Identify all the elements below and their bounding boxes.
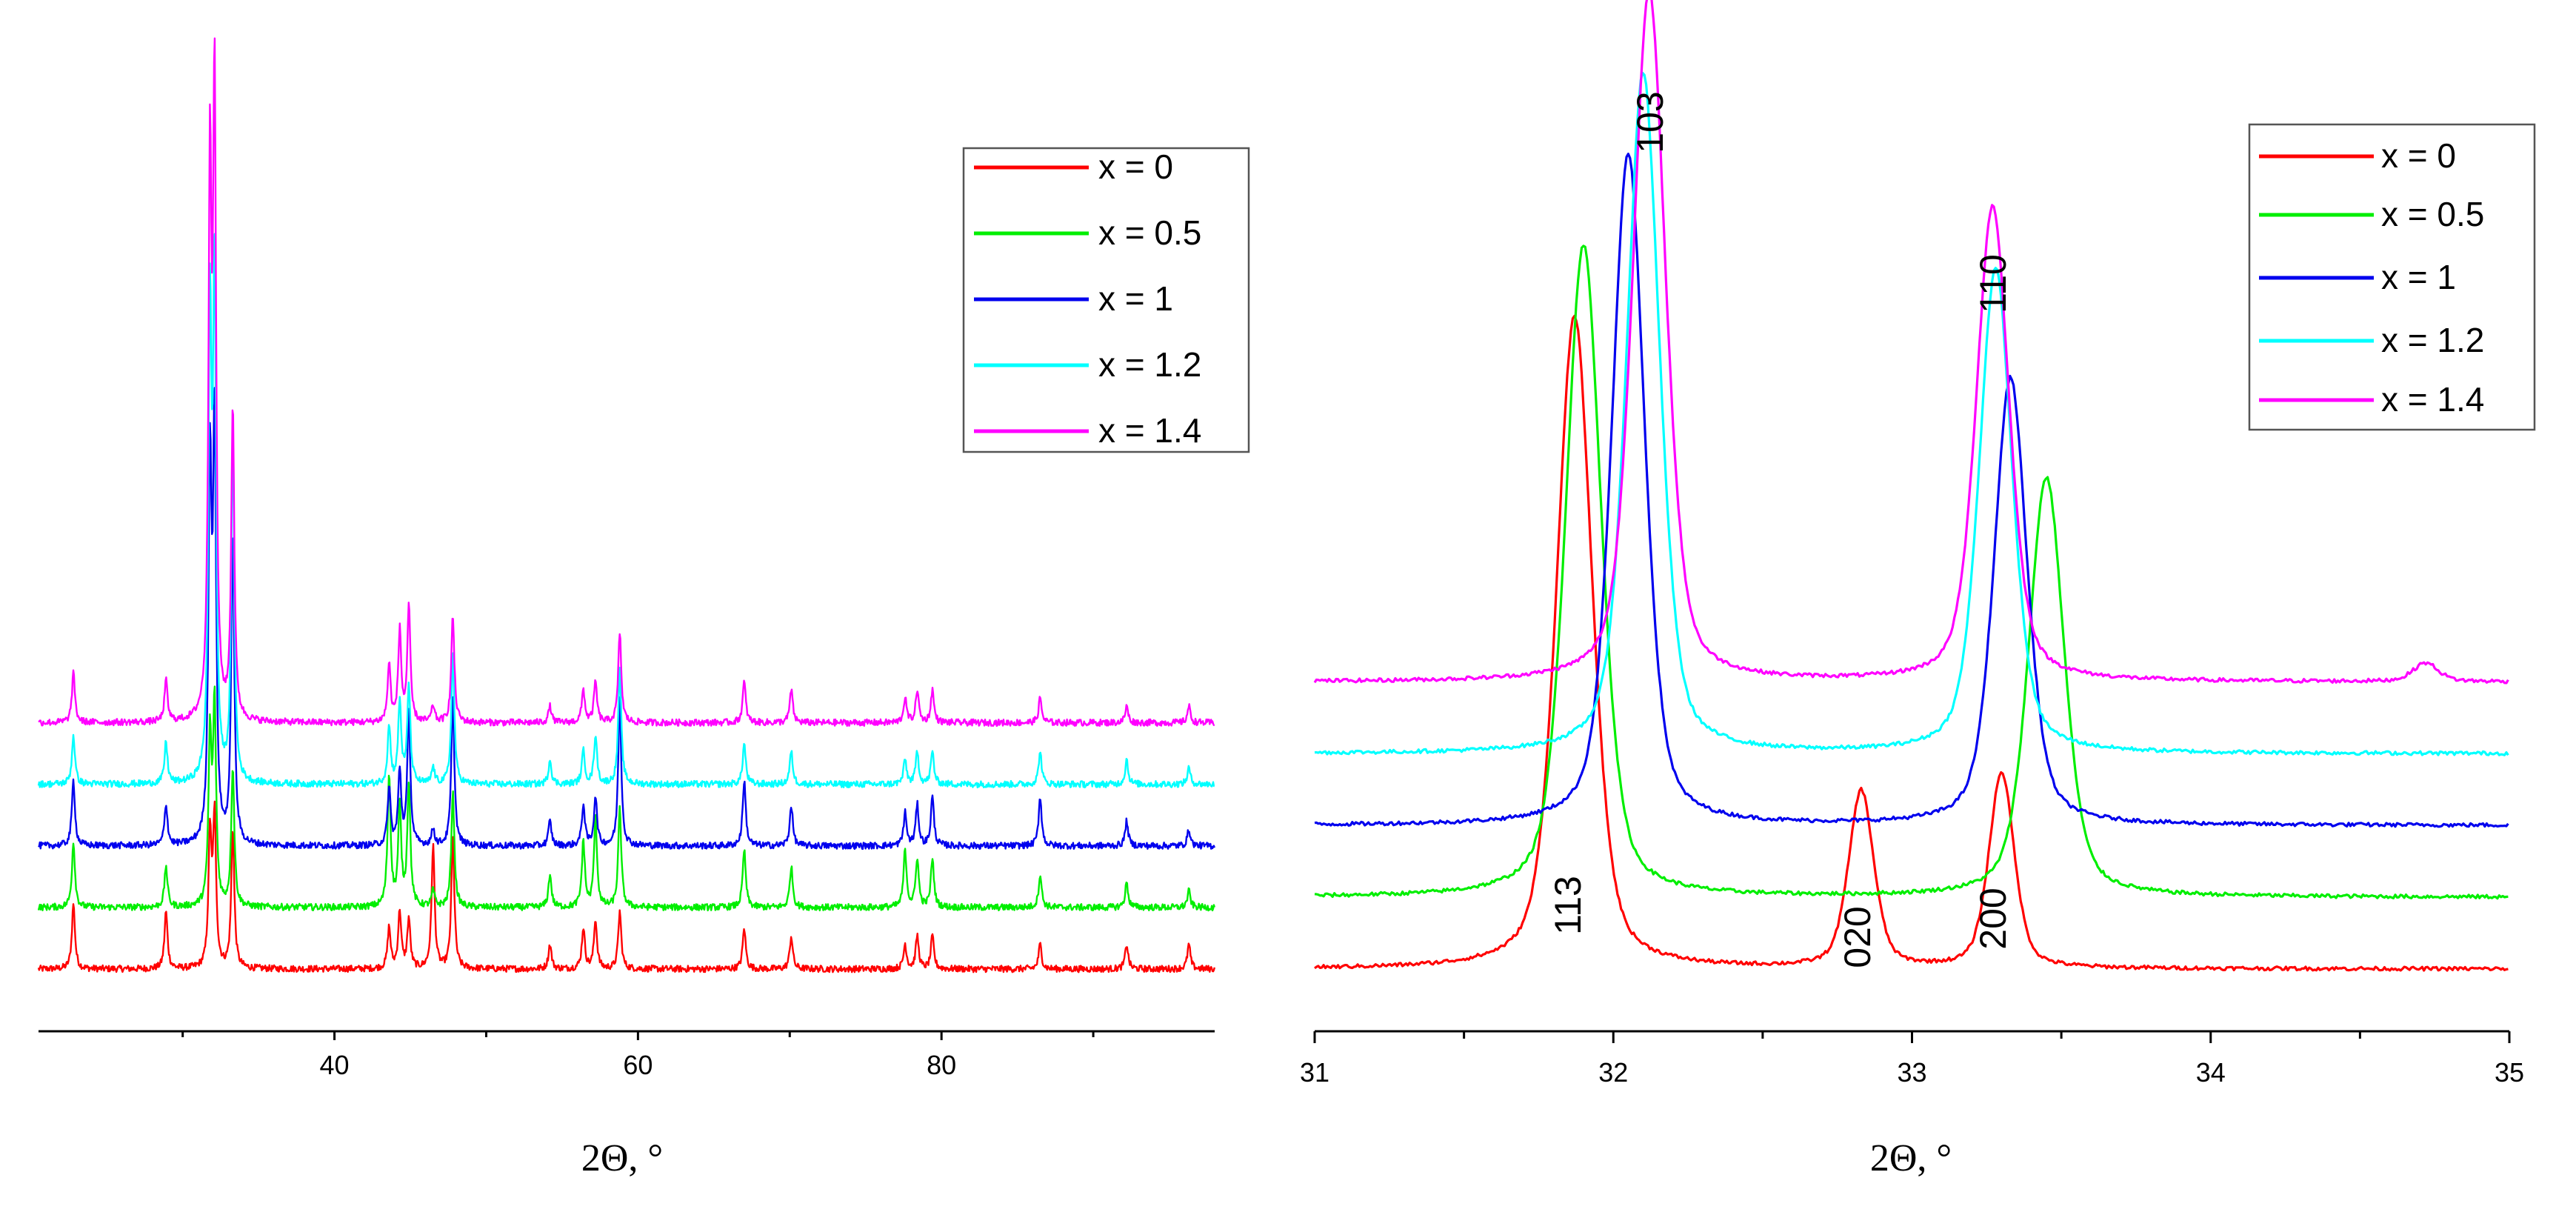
- left-x-tick-label: 80: [927, 1050, 956, 1080]
- left-traces: [37, 37, 1215, 973]
- right-series-x0: [1314, 314, 2509, 972]
- right-legend-label-x14: x = 1.4: [2381, 380, 2484, 419]
- right-x-tick-label: 32: [1598, 1057, 1628, 1088]
- peak-label-110: 110: [1972, 254, 2014, 313]
- peak-label-113: 113: [1547, 876, 1589, 935]
- right-x-ticks: 31 32 33 34 35: [1300, 1031, 2524, 1088]
- left-series-x14: [38, 37, 1215, 728]
- left-series-x05: [37, 685, 1215, 912]
- right-x-tick-label: 34: [2196, 1057, 2226, 1088]
- right-series-x05: [1314, 244, 2509, 900]
- left-x-tick-label: 40: [320, 1050, 350, 1080]
- right-series-x14: [1313, 0, 2509, 685]
- left-x-ticks: 40 60 80: [181, 1031, 1095, 1080]
- left-x-axis-title: 2Θ, °: [581, 1137, 663, 1179]
- left-legend-label-x05: x = 0.5: [1098, 213, 1201, 252]
- right-legend-label-x1: x = 1: [2381, 258, 2456, 296]
- right-series-x1: [1314, 153, 2509, 828]
- left-x-tick-label: 60: [623, 1050, 653, 1080]
- right-panel: 31 32 33 34 35 2Θ, ° 103 110 113 020 200 x =…: [1300, 0, 2536, 1179]
- peak-label-200: 200: [1972, 888, 2014, 949]
- right-x-tick-label: 33: [1897, 1057, 1926, 1088]
- left-legend: x = 0 x = 0.5 x = 1 x = 1.2 x = 1.4: [962, 147, 1250, 453]
- right-legend-label-x05: x = 0.5: [2381, 195, 2484, 233]
- left-series-x1: [38, 387, 1215, 850]
- left-legend-label-x14: x = 1.4: [1098, 411, 1201, 450]
- right-legend-label-x12: x = 1.2: [2381, 321, 2484, 359]
- right-x-tick-label: 35: [2495, 1057, 2524, 1088]
- right-traces: [1313, 0, 2509, 972]
- right-x-axis-title: 2Θ, °: [1870, 1137, 1952, 1179]
- right-x-tick-label: 31: [1300, 1057, 1329, 1088]
- right-series-x12: [1314, 72, 2509, 756]
- right-legend: x = 0 x = 0.5 x = 1 x = 1.2 x = 1.4: [2248, 123, 2536, 431]
- peak-label-103: 103: [1629, 91, 1671, 153]
- left-panel: 40 60 80 2Θ, ° x = 0 x = 0.5 x = 1 x = 1.2…: [37, 37, 1250, 1179]
- left-series-x0: [37, 800, 1215, 973]
- left-legend-label-x1: x = 1: [1098, 279, 1173, 318]
- left-legend-label-x0: x = 0: [1098, 147, 1173, 186]
- left-legend-label-x12: x = 1.2: [1098, 345, 1201, 384]
- peak-label-020: 020: [1837, 906, 1878, 968]
- right-legend-label-x0: x = 0: [2381, 136, 2456, 175]
